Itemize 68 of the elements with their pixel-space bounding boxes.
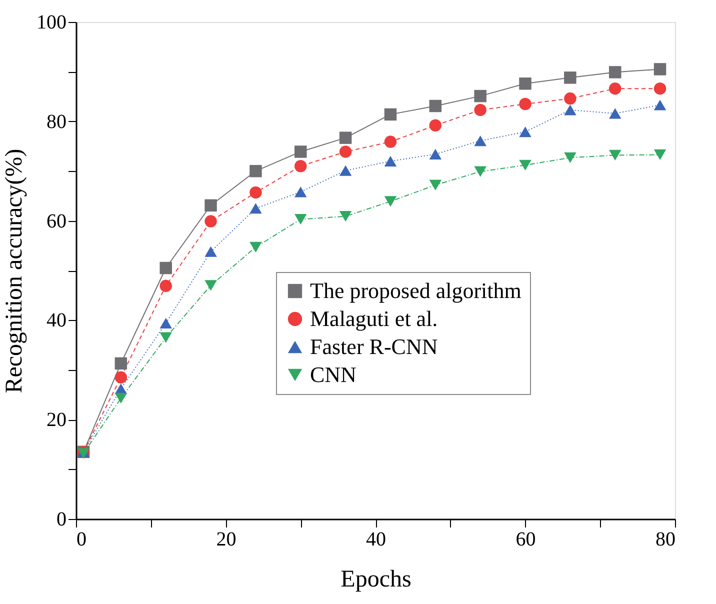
x-axis-title: Epochs [340,566,412,592]
point [564,92,576,105]
point [474,166,486,177]
point [114,371,128,384]
point [384,196,397,207]
x-tick-label: 0 [76,528,86,550]
point [519,98,532,110]
point [160,318,172,328]
point [429,119,442,132]
point [114,357,128,370]
x-tick-label: 40 [366,528,386,550]
y-axis-title: Recognition accuracy(%) [2,148,28,394]
point [294,186,307,198]
point [654,149,666,160]
point [250,164,262,178]
legend-label: Faster R-CNN [310,334,438,359]
point [204,199,217,212]
y-tick-label: 0 [56,508,66,530]
point [429,148,442,160]
x-tick-label: 80 [656,528,676,550]
point [608,108,622,119]
y-tick-label: 60 [46,210,66,232]
point [339,132,352,144]
point [429,100,442,112]
point [339,146,352,158]
point [384,156,397,166]
point [204,280,217,291]
x-tick-label: 20 [216,528,236,550]
point [429,180,442,190]
legend-label: The proposed algorithm [310,278,522,303]
point [160,262,172,274]
point [474,90,486,102]
point [654,63,666,76]
point [250,203,262,214]
point [654,82,666,95]
point [519,160,532,170]
y-tick-label: 20 [46,409,66,432]
point [204,246,217,257]
point [608,82,622,95]
point [339,211,352,222]
point [608,150,622,160]
point [564,152,576,163]
point [294,146,307,158]
point [519,78,532,90]
point [250,242,262,252]
y-tick-label: 100 [36,12,66,34]
point [519,126,532,138]
point [474,104,486,116]
point [474,135,486,146]
y-tick-label: 40 [46,310,66,332]
point [608,66,622,78]
point [339,165,352,176]
point [294,160,307,172]
point [250,186,262,199]
y-tick-label: 80 [46,110,66,133]
point [384,108,397,121]
point [564,104,576,116]
point [384,136,397,148]
point [160,332,172,343]
point [564,72,576,84]
legend-label: CNN [310,362,357,387]
x-tick-label: 60 [516,528,536,550]
legend-label: Malaguti et al. [310,306,438,331]
point [114,392,128,404]
point [204,215,217,228]
point [654,100,666,110]
point [294,214,307,225]
point [160,280,172,292]
